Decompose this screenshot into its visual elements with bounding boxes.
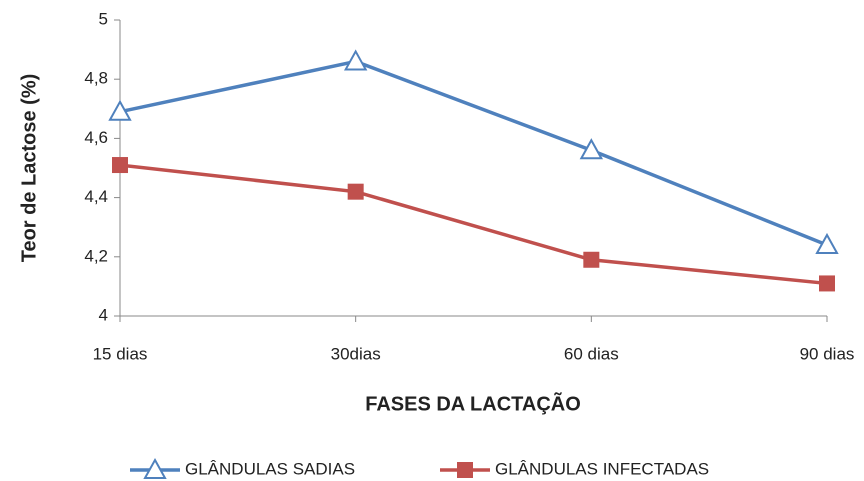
y-tick-label: 5	[99, 9, 108, 28]
y-tick-label: 4,2	[84, 246, 108, 265]
x-tick-label: 15 dias	[93, 344, 148, 363]
marker	[112, 157, 128, 174]
marker	[457, 462, 473, 478]
x-tick-label: 90 dias	[800, 344, 855, 363]
x-tick-label: 30dias	[331, 344, 381, 363]
y-tick-label: 4,4	[84, 187, 108, 206]
marker	[583, 251, 600, 268]
marker	[579, 138, 604, 160]
marker	[143, 457, 167, 479]
marker	[343, 49, 368, 71]
y-tick-label: 4	[99, 305, 108, 324]
y-tick-label: 4,6	[84, 128, 108, 147]
marker	[819, 275, 835, 292]
x-tick-label: 60 dias	[564, 344, 619, 363]
series-line	[119, 163, 828, 286]
series-line	[119, 59, 828, 247]
legend-label: GLÂNDULAS INFECTADAS	[495, 459, 709, 478]
y-axis-title: Teor de Lactose (%)	[18, 74, 40, 263]
legend-label: GLÂNDULAS SADIAS	[185, 459, 355, 478]
marker	[347, 183, 364, 200]
x-axis-title: FASES DA LACTAÇÃO	[365, 392, 581, 415]
marker	[108, 99, 132, 121]
y-tick-label: 4,8	[84, 69, 108, 88]
marker	[815, 232, 839, 254]
